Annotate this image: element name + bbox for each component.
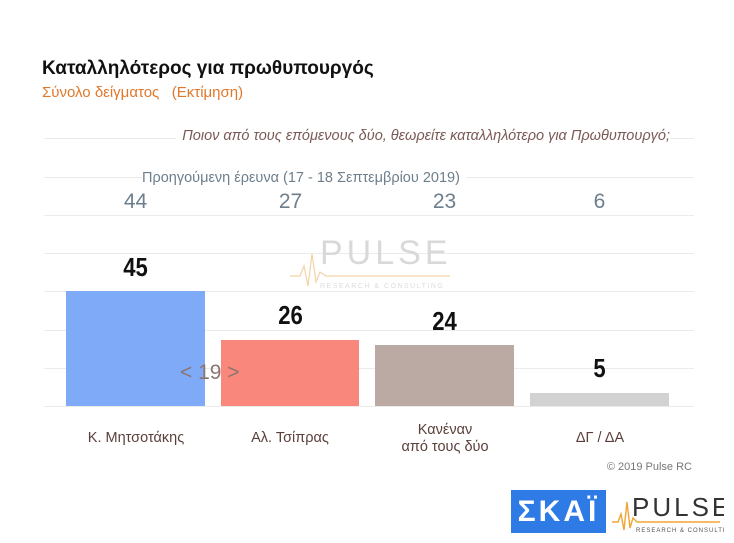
- category-label-line: Κανέναν: [417, 422, 473, 438]
- bar-value: 45: [123, 252, 148, 282]
- gridline: [44, 406, 694, 407]
- pulse-logo: PULSE RESEARCH & CONSULTING: [612, 490, 734, 540]
- bar-mitsotakis: [66, 291, 205, 406]
- previous-value: 6: [593, 190, 606, 213]
- svg-text:RESEARCH & CONSULTING: RESEARCH & CONSULTING: [636, 528, 724, 534]
- bar-value: 26: [278, 300, 303, 330]
- bar-tsipras: [221, 340, 359, 406]
- category-label-line: από τους δύο: [401, 439, 489, 455]
- category-label: Κανέναν από τους δύο: [365, 422, 525, 456]
- gridline: [44, 253, 694, 254]
- gridline: [44, 368, 694, 369]
- copyright: © 2019 Pulse RC: [606, 461, 692, 473]
- previous-survey-label: Προηγούμενη έρευνα (17 - 18 Σεπτεμβρίου …: [142, 170, 466, 186]
- previous-value: 23: [432, 190, 457, 213]
- category-label: Κ. Μητσοτάκης: [87, 430, 185, 446]
- chart-subtitle: Σύνολο δείγματος (Εκτίμηση): [42, 84, 244, 101]
- previous-value: 44: [123, 190, 148, 213]
- bar-value: 24: [432, 306, 457, 336]
- svg-text:PULSE: PULSE: [320, 236, 452, 272]
- page-navigation[interactable]: < 19 >: [180, 361, 240, 384]
- gridline: [44, 291, 694, 292]
- bar-neither: [375, 345, 514, 406]
- previous-value: 27: [278, 190, 303, 213]
- gridline: [44, 330, 694, 331]
- pulse-watermark: PULSE RESEARCH & CONSULTING: [290, 234, 455, 299]
- survey-question: Ποιον από τους επόμενους δύο, θεωρείτε κ…: [176, 128, 670, 144]
- category-label: ΔΓ / ΔΑ: [575, 430, 625, 446]
- category-label: Αλ. Τσίπρας: [251, 430, 329, 446]
- chart-title: Καταλληλότερος για πρωθυπουργός: [42, 58, 374, 79]
- svg-text:PULSE: PULSE: [632, 492, 724, 522]
- skai-logo: ΣΚΑΪ: [511, 490, 606, 533]
- svg-text:RESEARCH & CONSULTING: RESEARCH & CONSULTING: [320, 283, 444, 290]
- bar-value: 5: [593, 353, 606, 383]
- bar-dk-na: [530, 393, 669, 406]
- gridline: [44, 215, 694, 216]
